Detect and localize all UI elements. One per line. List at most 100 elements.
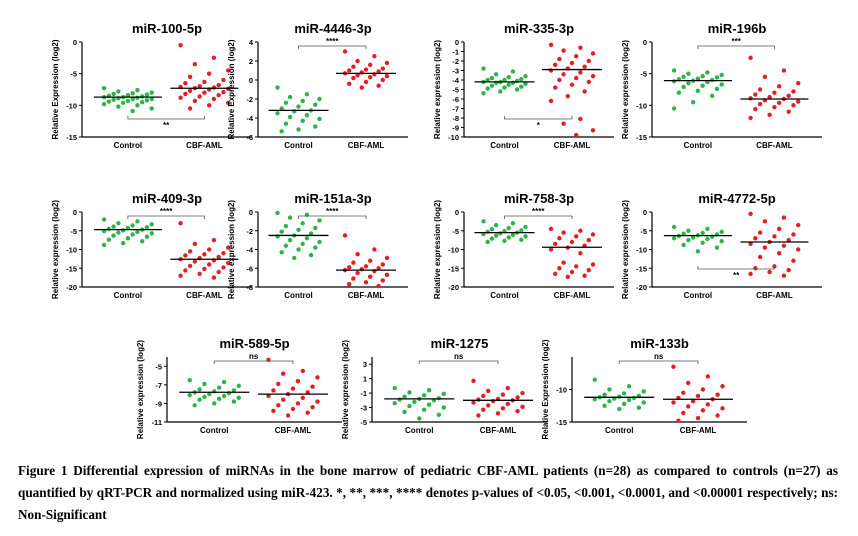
data-point <box>351 64 356 69</box>
data-point <box>590 74 596 79</box>
x-tick-label: CBF-AML <box>554 141 591 150</box>
y-tick-label: -5 <box>155 362 162 371</box>
data-point <box>762 245 768 250</box>
x-tick-label: Control <box>684 291 712 300</box>
data-point <box>781 243 787 248</box>
data-point <box>211 275 217 280</box>
chart-panel: miR-151a-3p Relative expression (log2) 0 -2… <box>227 191 408 300</box>
data-point <box>700 83 705 88</box>
chart-title: miR-1275 <box>431 336 489 351</box>
data-point <box>681 84 686 90</box>
data-point <box>705 70 710 75</box>
data-point <box>565 274 570 280</box>
data-point <box>753 106 758 112</box>
data-point <box>279 229 284 234</box>
data-point <box>149 231 154 236</box>
data-point <box>514 87 520 92</box>
y-tick-label: 0 <box>73 208 77 217</box>
data-point <box>485 229 490 235</box>
y-tick-label: -15 <box>556 418 567 427</box>
data-point <box>781 68 787 73</box>
y-tick-label: -15 <box>448 264 459 273</box>
x-tick-label: CBF-AML <box>186 291 223 300</box>
data-point <box>485 86 490 91</box>
significance-bracket <box>298 45 367 49</box>
x-tick-label: Control <box>605 426 633 435</box>
data-point <box>762 219 768 224</box>
data-point <box>641 400 646 405</box>
chart-panel: miR-4446-3p Relative Expression (log2) 4 2 0… <box>227 21 408 150</box>
data-point <box>705 374 710 379</box>
data-point <box>586 58 591 64</box>
y-axis-label: Relative expression (log2) <box>433 200 442 299</box>
y-tick-label: 0 <box>643 208 647 217</box>
data-point <box>281 371 286 376</box>
data-point <box>681 74 686 80</box>
data-point <box>197 84 202 89</box>
data-point <box>686 71 691 76</box>
data-point <box>178 221 183 226</box>
data-point <box>561 121 566 126</box>
x-tick-label: CBF-AML <box>186 141 223 150</box>
data-point <box>753 236 758 241</box>
y-tick-label: -6 <box>452 95 459 104</box>
data-point <box>283 121 289 126</box>
y-axis-label: Relative expression (log2) <box>621 40 630 139</box>
data-point <box>206 262 212 267</box>
data-point <box>130 232 135 237</box>
y-tick-label: -10 <box>448 133 459 142</box>
data-point <box>221 393 227 399</box>
data-point <box>417 416 422 421</box>
data-point <box>626 397 632 403</box>
significance-label: * <box>537 121 541 130</box>
data-point <box>376 266 381 271</box>
data-point <box>574 132 579 138</box>
data-point <box>561 230 566 235</box>
significance-label: *** <box>731 37 741 46</box>
data-point <box>283 243 289 248</box>
x-tick-label: CBF-AML <box>680 426 717 435</box>
data-point <box>384 255 390 261</box>
x-tick-label: Control <box>200 426 228 435</box>
data-point <box>500 392 506 397</box>
data-point <box>380 77 385 83</box>
data-point <box>144 98 150 103</box>
data-point <box>363 67 369 72</box>
data-point <box>686 237 691 243</box>
y-tick-label: -8 <box>246 283 253 292</box>
data-point <box>493 222 499 228</box>
data-point <box>407 403 412 409</box>
data-point <box>772 90 777 95</box>
data-point <box>231 388 237 393</box>
chart-panel: miR-133b Relative Expression (log2) -10 -15… <box>541 336 747 440</box>
data-point <box>592 377 597 382</box>
y-tick-label: 2 <box>249 57 253 66</box>
data-point <box>495 411 501 416</box>
x-tick-label: Control <box>490 291 518 300</box>
data-point <box>441 405 446 410</box>
data-point <box>582 273 587 278</box>
data-point <box>183 80 188 86</box>
data-point <box>101 217 107 222</box>
data-point <box>402 394 407 399</box>
chart-title: miR-196b <box>708 21 767 36</box>
data-point <box>192 403 197 408</box>
data-point <box>631 395 637 401</box>
data-point <box>300 221 305 226</box>
data-point <box>206 103 212 108</box>
data-point <box>772 105 777 110</box>
data-point <box>582 64 587 69</box>
data-point <box>304 92 310 97</box>
significance-label: **** <box>532 207 545 216</box>
data-point <box>686 380 691 386</box>
data-point <box>748 271 753 277</box>
x-tick-label: CBF-AML <box>480 426 517 435</box>
data-point <box>767 94 772 100</box>
data-point <box>671 106 677 111</box>
data-point <box>578 70 583 75</box>
data-point <box>486 403 491 408</box>
data-point <box>347 68 352 73</box>
data-point <box>368 74 373 80</box>
data-point <box>489 236 495 241</box>
data-point <box>207 391 212 397</box>
